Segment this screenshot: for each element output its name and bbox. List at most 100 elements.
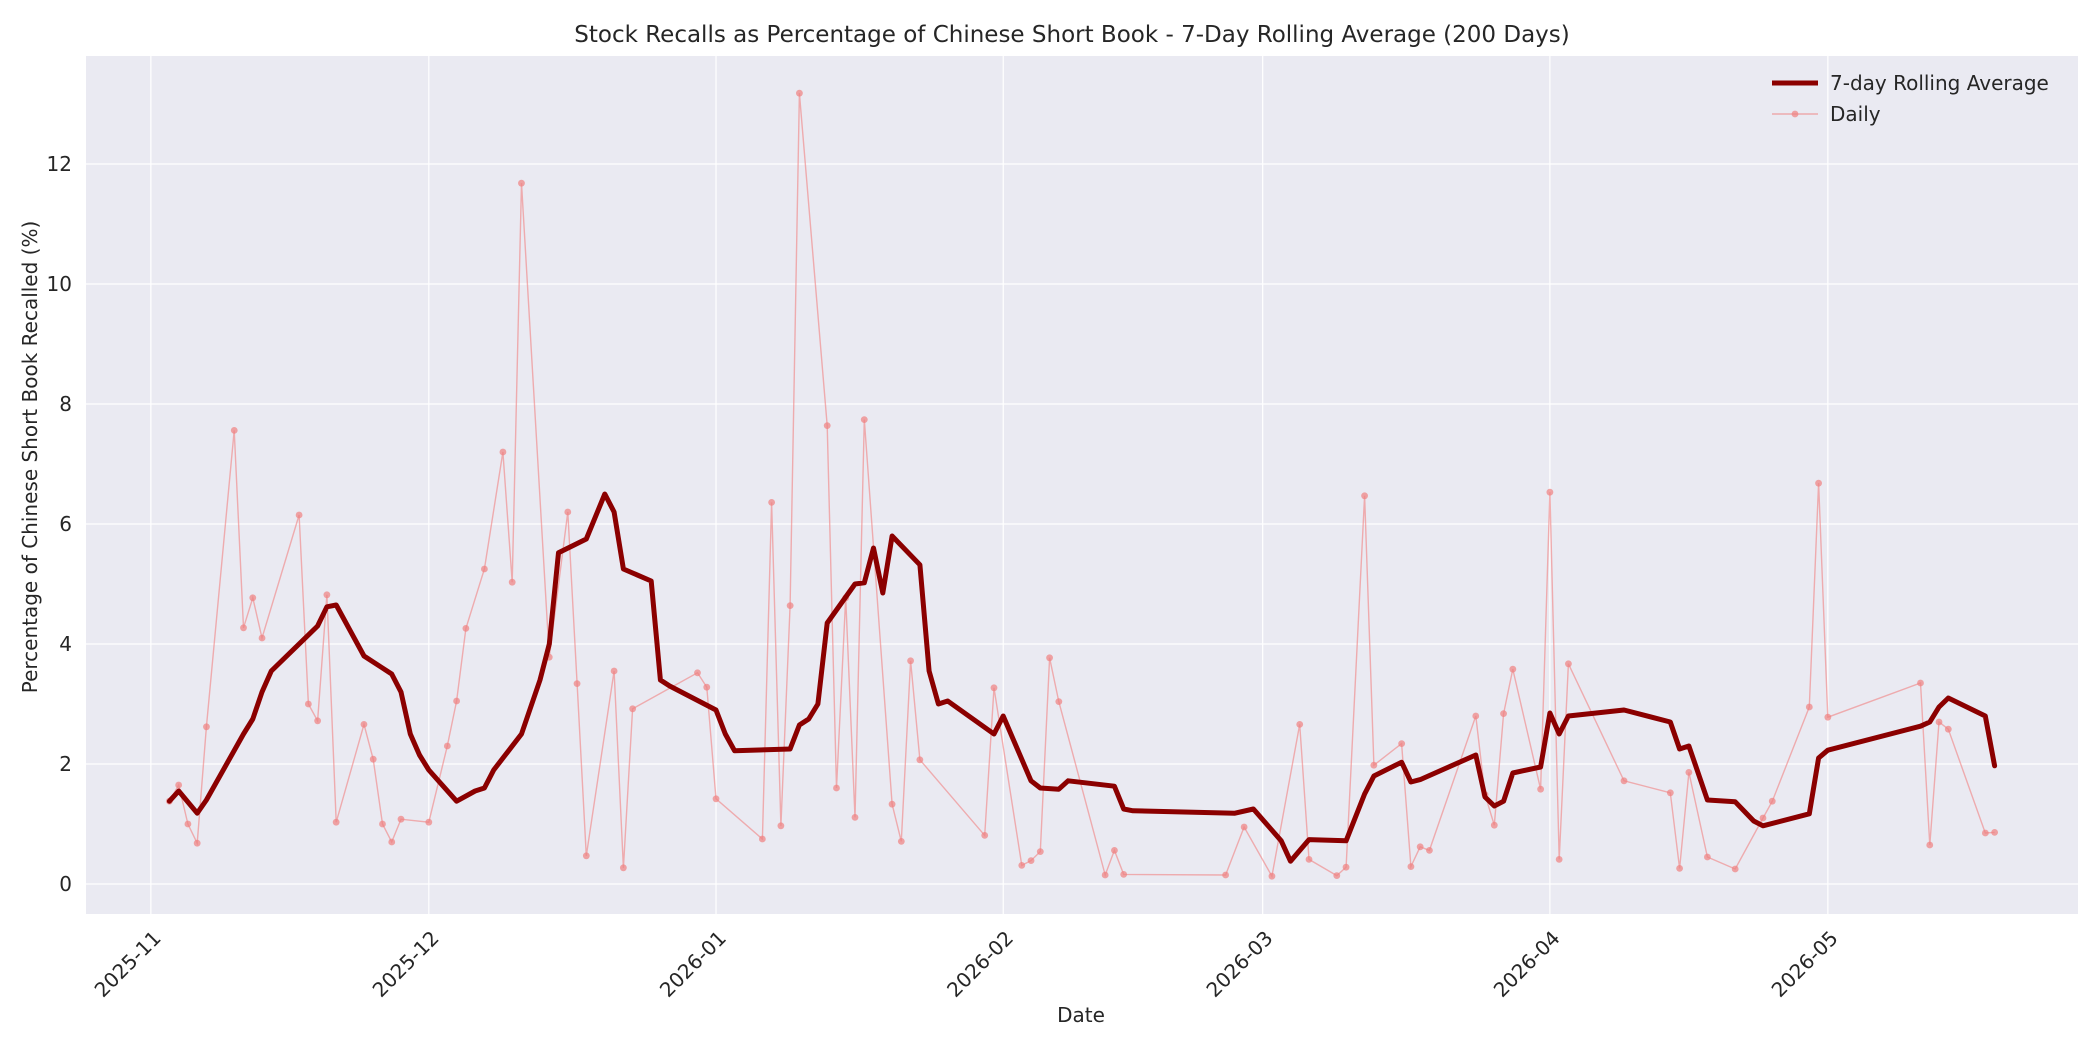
data-point-daily bbox=[1991, 829, 1999, 836]
data-point-daily bbox=[916, 756, 924, 764]
data-point-daily bbox=[1342, 863, 1350, 871]
series-line-rolling-average bbox=[166, 491, 1998, 864]
data-point-daily bbox=[1731, 865, 1739, 873]
legend-marker-daily bbox=[1791, 110, 1799, 118]
data-point-daily bbox=[833, 784, 840, 792]
data-point-daily bbox=[369, 755, 377, 763]
data-point-daily bbox=[907, 657, 914, 665]
data-point-daily bbox=[564, 508, 572, 516]
data-point-daily bbox=[203, 723, 210, 731]
data-point-daily bbox=[1361, 492, 1368, 500]
data-point-daily bbox=[1546, 488, 1554, 496]
data-point-daily bbox=[184, 820, 192, 828]
data-point-daily bbox=[1472, 712, 1480, 720]
data-point-daily bbox=[397, 815, 405, 823]
legend: 7-day Rolling Average Daily bbox=[1772, 71, 2049, 126]
data-point-daily bbox=[462, 625, 470, 632]
data-point-daily bbox=[240, 624, 247, 632]
data-point-daily bbox=[453, 697, 461, 705]
data-point-daily bbox=[1537, 785, 1545, 793]
data-point-daily bbox=[193, 839, 201, 847]
data-point-daily bbox=[388, 838, 396, 846]
data-point-daily bbox=[425, 818, 433, 826]
data-point-daily bbox=[1500, 710, 1507, 717]
data-point-daily bbox=[1676, 865, 1683, 872]
data-point-daily bbox=[175, 781, 183, 789]
y-tick-label: 0 bbox=[59, 872, 72, 896]
y-axis-label: Percentage of Chinese Short Book Recalle… bbox=[18, 221, 42, 694]
data-point-daily bbox=[1046, 654, 1053, 662]
data-point-daily bbox=[981, 832, 989, 839]
data-point-daily bbox=[619, 864, 627, 872]
data-point-daily bbox=[1824, 713, 1832, 721]
data-point-daily bbox=[508, 578, 516, 586]
data-point-daily bbox=[1555, 856, 1563, 863]
data-point-daily bbox=[851, 814, 859, 821]
data-point-daily bbox=[1805, 703, 1813, 711]
data-point-daily bbox=[1222, 871, 1230, 879]
data-point-daily bbox=[1981, 829, 1989, 837]
plot-area bbox=[86, 56, 2078, 914]
data-point-daily bbox=[332, 818, 340, 826]
data-point-daily bbox=[230, 427, 238, 434]
data-point-daily bbox=[712, 795, 720, 803]
data-point-daily bbox=[1398, 740, 1406, 747]
y-tick-label: 10 bbox=[47, 272, 72, 296]
data-point-daily bbox=[360, 721, 368, 728]
data-point-daily bbox=[1815, 479, 1822, 487]
data-point-daily bbox=[1036, 848, 1044, 855]
data-point-daily bbox=[1703, 853, 1711, 861]
data-point-daily bbox=[1666, 789, 1674, 797]
data-point-daily bbox=[1055, 698, 1063, 705]
data-point-daily bbox=[610, 667, 618, 675]
grid-lines bbox=[86, 56, 2078, 914]
data-point-daily bbox=[1240, 823, 1248, 831]
data-point-daily bbox=[888, 800, 896, 808]
series-layer bbox=[165, 89, 1999, 880]
data-point-daily bbox=[1759, 814, 1767, 822]
data-point-daily bbox=[295, 511, 303, 519]
data-point-daily bbox=[1565, 660, 1572, 668]
data-point-daily bbox=[1685, 769, 1693, 776]
data-point-daily bbox=[1620, 777, 1628, 785]
data-point-daily bbox=[1111, 847, 1118, 854]
data-point-daily bbox=[1768, 797, 1776, 805]
data-point-daily bbox=[518, 179, 525, 187]
data-point-daily bbox=[1490, 821, 1498, 829]
data-point-daily bbox=[1296, 721, 1304, 728]
data-point-daily bbox=[1101, 871, 1109, 879]
data-point-daily bbox=[1018, 862, 1026, 869]
y-tick-label: 4 bbox=[59, 632, 72, 656]
data-point-daily bbox=[258, 634, 266, 642]
data-point-daily bbox=[1944, 725, 1952, 733]
y-tick-label: 2 bbox=[59, 752, 72, 776]
y-axis-ticks: 0 2 4 6 8 10 12 bbox=[47, 152, 72, 896]
data-point-daily bbox=[1426, 847, 1433, 854]
data-point-daily bbox=[768, 499, 776, 506]
data-point-daily bbox=[897, 838, 905, 845]
data-point-daily bbox=[777, 822, 785, 830]
series-line-daily bbox=[168, 93, 1995, 879]
data-point-daily bbox=[582, 852, 590, 860]
data-point-daily bbox=[796, 89, 803, 97]
data-point-daily bbox=[1333, 872, 1341, 879]
data-point-daily bbox=[1509, 665, 1517, 673]
data-point-daily bbox=[786, 602, 794, 609]
data-point-daily bbox=[323, 591, 331, 599]
data-point-daily bbox=[1370, 761, 1378, 769]
data-point-daily bbox=[1416, 843, 1424, 851]
data-point-daily bbox=[990, 684, 998, 692]
data-point-daily bbox=[823, 422, 831, 429]
data-point-daily bbox=[703, 683, 711, 691]
data-point-daily bbox=[860, 416, 868, 423]
data-point-daily bbox=[304, 700, 312, 708]
data-point-daily bbox=[443, 742, 451, 750]
data-point-daily bbox=[1305, 856, 1313, 863]
data-point-daily bbox=[1268, 872, 1276, 880]
x-axis-label: Date bbox=[1057, 1003, 1105, 1027]
data-point-daily bbox=[249, 594, 257, 602]
data-point-daily bbox=[1926, 841, 1934, 849]
data-point-daily bbox=[758, 835, 766, 843]
data-point-daily bbox=[629, 705, 637, 713]
